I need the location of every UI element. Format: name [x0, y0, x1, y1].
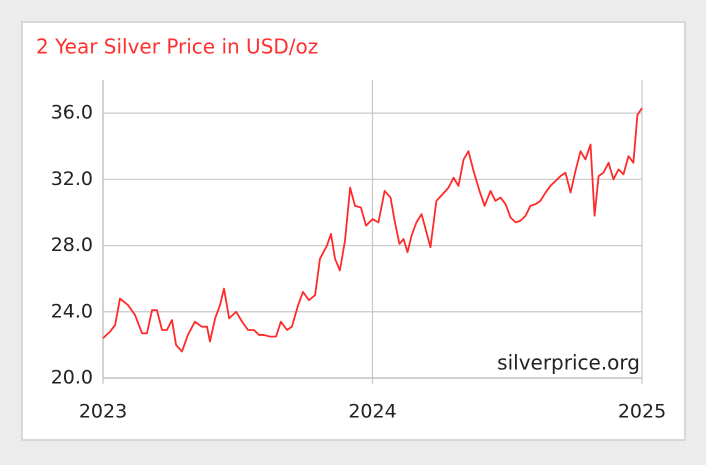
- card: [21, 21, 686, 441]
- x-tick-label: 2025: [618, 401, 666, 423]
- annotation: silverprice.org: [497, 351, 640, 375]
- y-tick-label: 20.0: [51, 367, 93, 389]
- y-tick-label: 36.0: [51, 102, 93, 124]
- x-tick-label: 2024: [348, 401, 396, 423]
- x-tick-label: 2023: [79, 401, 127, 423]
- y-tick-label: 32.0: [51, 168, 93, 190]
- chart-title: 2 Year Silver Price in USD/oz: [36, 35, 318, 59]
- price-line: [102, 107, 643, 353]
- y-tick-label: 28.0: [51, 234, 93, 256]
- y-tick-label: 24.0: [51, 300, 93, 322]
